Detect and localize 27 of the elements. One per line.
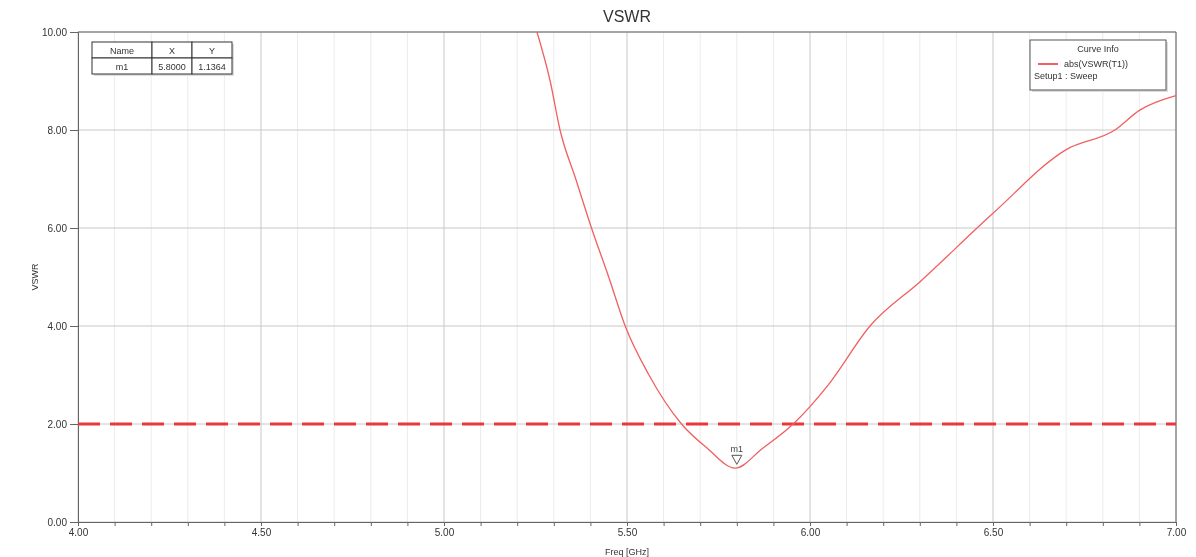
y-axis-title: VSWR (30, 263, 40, 291)
y-tick-label: 2.00 (47, 418, 68, 430)
y-tick-label: 10.00 (41, 26, 68, 38)
x-tick-label: 6.00 (800, 527, 821, 539)
x-axis-title: Freq [GHz] (604, 547, 650, 557)
y-tick-label: 8.00 (47, 124, 68, 136)
legend-title: Curve Info (1077, 44, 1119, 54)
y-tick-label: 6.00 (47, 222, 68, 234)
x-tick-label: 7.00 (1166, 527, 1187, 539)
annotation: 5.8000 (158, 62, 186, 72)
x-tick-label: 5.00 (434, 527, 455, 539)
y-tick-label: 4.00 (47, 320, 68, 332)
x-tick-label: 4.00 (68, 527, 89, 539)
annotation: m1 (115, 62, 129, 72)
annotation: 1.1364 (198, 62, 226, 72)
chart-title: VSWR (603, 8, 651, 25)
y-tick-label: 0.00 (47, 516, 68, 528)
line-series (536, 31, 1177, 469)
annotation: Name (109, 46, 135, 56)
legend-label: abs(VSWR(T1)) (1064, 59, 1129, 69)
annotation: Y (208, 46, 216, 56)
annotation: X (168, 46, 176, 56)
x-tick-label: 6.50 (983, 527, 1004, 539)
annotation: Setup1 : Sweep (1034, 71, 1098, 81)
x-tick-label: 5.50 (617, 527, 638, 539)
x-tick-label: 4.50 (251, 527, 272, 539)
annotation: m1 (730, 444, 744, 455)
